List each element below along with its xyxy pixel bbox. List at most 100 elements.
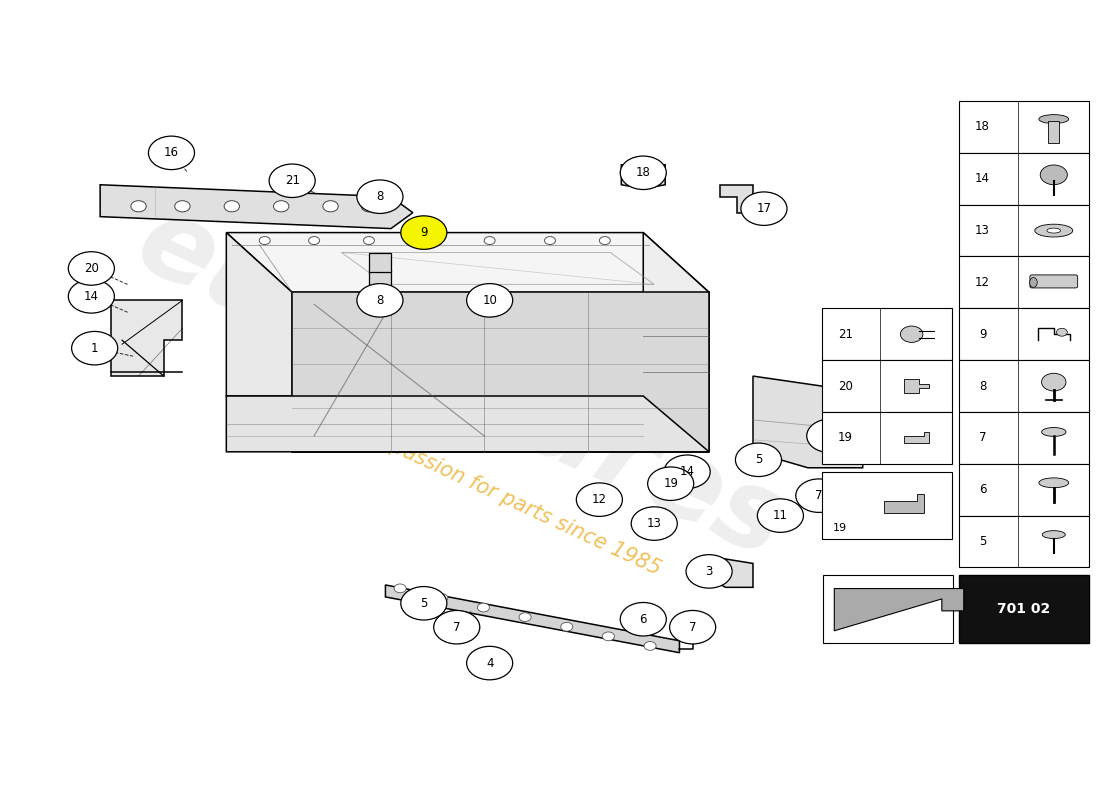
Circle shape: [466, 284, 513, 317]
Circle shape: [620, 602, 667, 636]
Circle shape: [361, 201, 376, 212]
Polygon shape: [293, 292, 710, 452]
Text: 6: 6: [979, 483, 987, 496]
Circle shape: [1041, 165, 1067, 185]
Bar: [823, 575, 953, 642]
Polygon shape: [720, 185, 754, 213]
Text: 16: 16: [164, 146, 179, 159]
Circle shape: [466, 646, 513, 680]
Circle shape: [620, 156, 667, 190]
Polygon shape: [704, 555, 754, 587]
Circle shape: [394, 584, 406, 593]
Polygon shape: [644, 233, 710, 452]
Text: 17: 17: [757, 202, 771, 215]
Ellipse shape: [1035, 224, 1072, 237]
Polygon shape: [100, 185, 412, 229]
Circle shape: [433, 610, 480, 644]
Text: 2: 2: [826, 430, 834, 442]
Circle shape: [631, 507, 678, 540]
Polygon shape: [834, 589, 964, 630]
Circle shape: [828, 427, 874, 461]
Text: 8: 8: [979, 379, 987, 393]
Bar: [822, 412, 952, 464]
Bar: [959, 412, 1089, 464]
Polygon shape: [904, 378, 930, 394]
Circle shape: [131, 201, 146, 212]
Circle shape: [356, 180, 403, 214]
Text: 10: 10: [482, 294, 497, 307]
Text: 21: 21: [838, 328, 853, 341]
Circle shape: [603, 632, 615, 641]
Bar: [959, 360, 1089, 412]
Text: 18: 18: [636, 166, 651, 179]
Circle shape: [758, 499, 803, 532]
Circle shape: [260, 237, 271, 245]
Text: eurospares: eurospares: [121, 187, 803, 581]
Polygon shape: [227, 396, 710, 452]
Text: 18: 18: [975, 121, 990, 134]
FancyBboxPatch shape: [1030, 275, 1078, 288]
Text: 5: 5: [420, 597, 428, 610]
Bar: [959, 515, 1089, 567]
Ellipse shape: [1038, 114, 1069, 123]
Bar: [959, 101, 1089, 153]
Bar: [1048, 121, 1059, 142]
Circle shape: [736, 443, 781, 477]
Circle shape: [795, 479, 842, 513]
Polygon shape: [227, 396, 710, 452]
Bar: [959, 257, 1089, 308]
Bar: [959, 153, 1089, 205]
Text: 7: 7: [689, 621, 696, 634]
Bar: [822, 360, 952, 412]
Polygon shape: [111, 300, 183, 376]
Circle shape: [670, 610, 716, 644]
Ellipse shape: [1043, 530, 1065, 538]
Circle shape: [644, 642, 656, 650]
Ellipse shape: [1042, 427, 1066, 436]
Circle shape: [686, 554, 733, 588]
Circle shape: [519, 613, 531, 622]
Text: 13: 13: [647, 517, 662, 530]
Text: 14: 14: [975, 172, 990, 186]
Circle shape: [400, 216, 447, 250]
Circle shape: [424, 237, 434, 245]
Circle shape: [477, 603, 490, 612]
Ellipse shape: [1038, 478, 1069, 488]
Polygon shape: [368, 253, 390, 273]
Circle shape: [436, 594, 448, 602]
Circle shape: [561, 622, 573, 631]
Circle shape: [901, 326, 923, 342]
Circle shape: [400, 586, 447, 620]
Circle shape: [1056, 328, 1067, 336]
Circle shape: [309, 237, 320, 245]
Text: 12: 12: [592, 493, 607, 506]
Text: 5: 5: [755, 454, 762, 466]
Polygon shape: [368, 270, 390, 290]
Text: 9: 9: [420, 226, 428, 239]
Ellipse shape: [1030, 278, 1037, 287]
Text: 7: 7: [815, 489, 823, 502]
Polygon shape: [473, 292, 490, 308]
Circle shape: [68, 252, 114, 285]
Bar: [959, 308, 1089, 360]
Circle shape: [576, 483, 623, 516]
Bar: [822, 308, 952, 360]
Polygon shape: [227, 233, 710, 292]
Circle shape: [664, 455, 711, 489]
Circle shape: [544, 237, 556, 245]
Polygon shape: [385, 585, 680, 653]
Text: 19: 19: [838, 431, 853, 444]
Circle shape: [1042, 374, 1066, 391]
Circle shape: [356, 284, 403, 317]
Text: 14: 14: [84, 290, 99, 303]
Text: 11: 11: [773, 509, 788, 522]
Text: 4: 4: [486, 657, 494, 670]
Circle shape: [600, 237, 610, 245]
Polygon shape: [904, 433, 930, 443]
Circle shape: [72, 331, 118, 365]
Text: 1: 1: [91, 342, 98, 354]
Polygon shape: [754, 376, 862, 468]
Circle shape: [175, 201, 190, 212]
Circle shape: [224, 201, 240, 212]
Circle shape: [741, 192, 786, 226]
